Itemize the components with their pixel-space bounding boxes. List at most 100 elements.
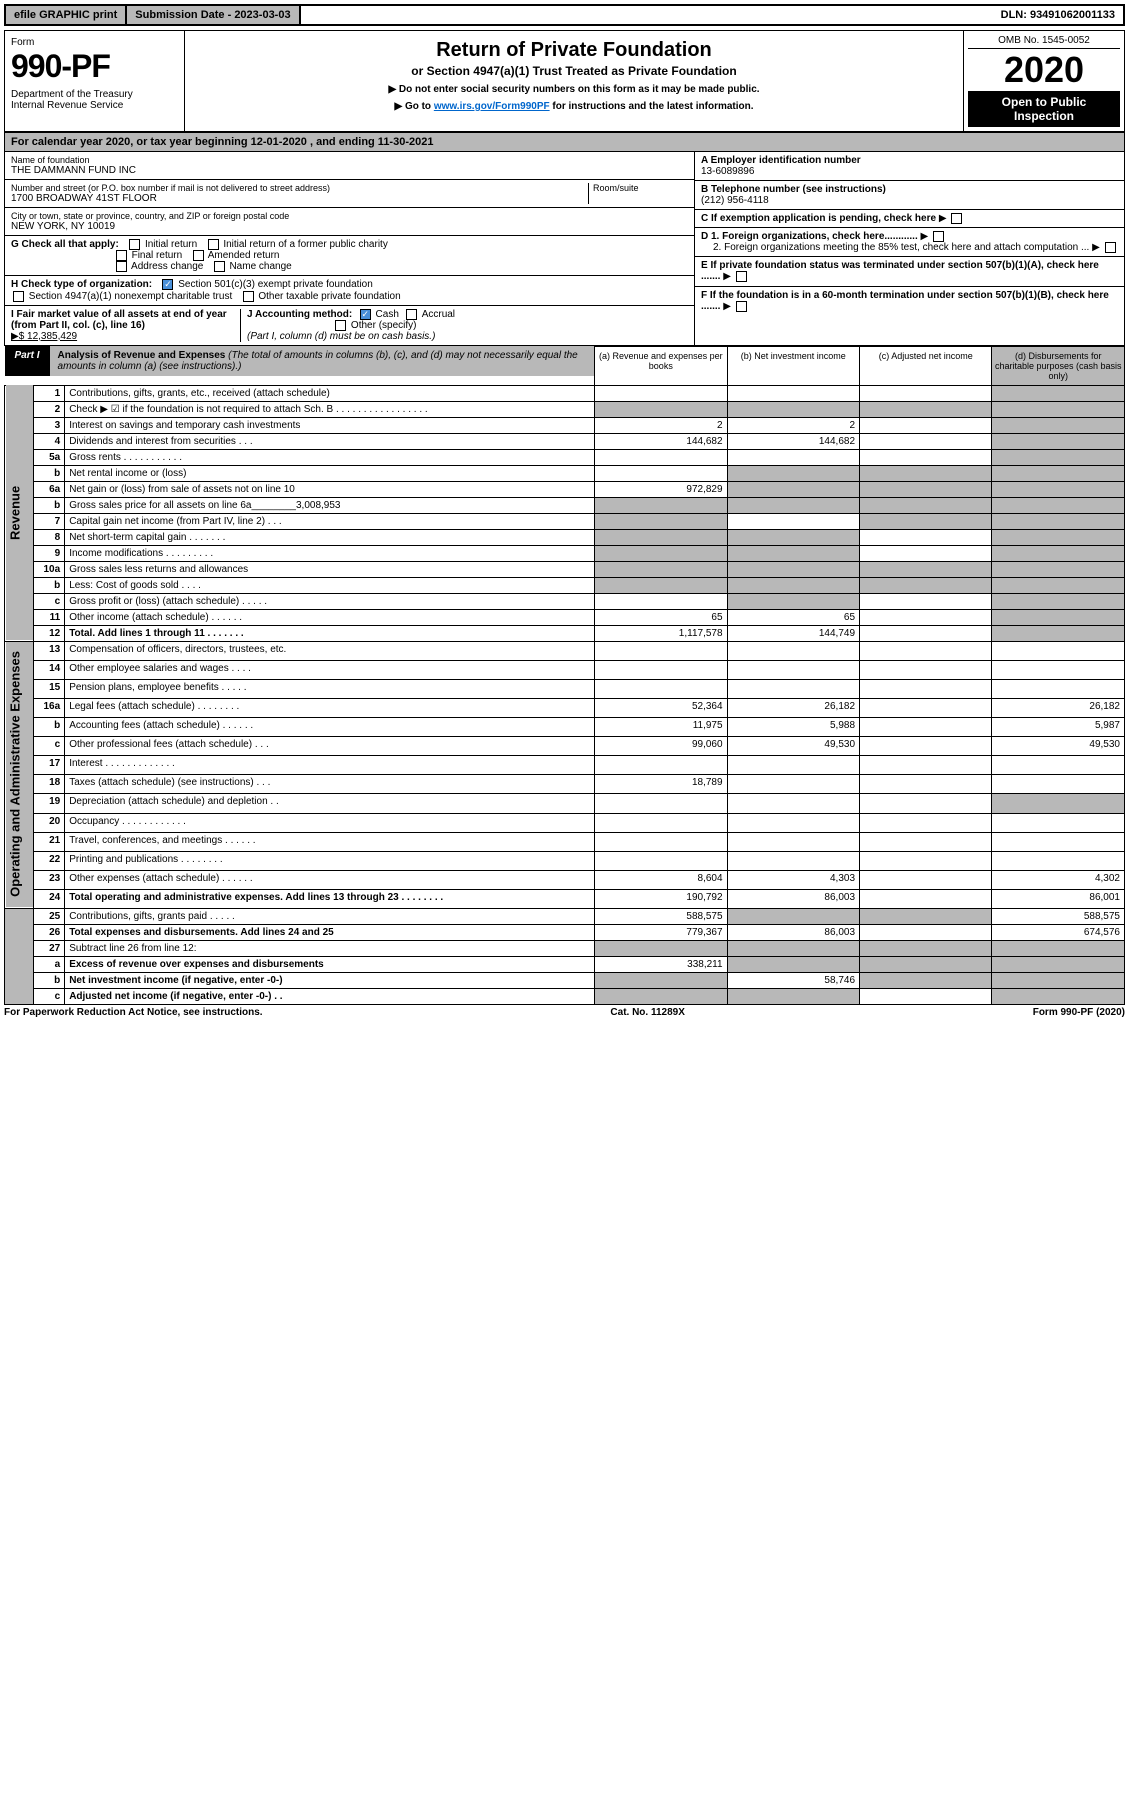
line-num: 12 bbox=[33, 625, 64, 641]
line-num: 27 bbox=[33, 940, 64, 956]
line-desc: Check ▶ ☑ if the foundation is not requi… bbox=[65, 401, 595, 417]
g-check-row: G Check all that apply: Initial return I… bbox=[5, 236, 694, 276]
line-desc: Occupancy . . . . . . . . . . . . bbox=[65, 813, 595, 832]
amt-cell bbox=[992, 641, 1125, 660]
amt-cell bbox=[860, 737, 992, 756]
amt-cell bbox=[860, 625, 992, 641]
amt-cell bbox=[727, 775, 859, 794]
amt-cell: 5,988 bbox=[727, 718, 859, 737]
expenses-header: Operating and Administrative Expenses bbox=[5, 641, 34, 908]
amt-cell bbox=[595, 988, 727, 1004]
net-spacer bbox=[5, 908, 34, 1004]
c-cell: C If exemption application is pending, c… bbox=[695, 210, 1124, 228]
table-row: b Accounting fees (attach schedule) . . … bbox=[5, 718, 1125, 737]
amt-cell bbox=[727, 832, 859, 851]
chk-c[interactable] bbox=[951, 213, 962, 224]
line-desc: Net investment income (if negative, ente… bbox=[65, 972, 595, 988]
chk-d2[interactable] bbox=[1105, 242, 1116, 253]
note2: ▶ Go to www.irs.gov/Form990PF for instru… bbox=[193, 101, 955, 112]
chk-name-change[interactable] bbox=[214, 261, 225, 272]
amt-cell: 5,987 bbox=[992, 718, 1125, 737]
irs-link[interactable]: www.irs.gov/Form990PF bbox=[434, 101, 550, 112]
amt-cell: 4,303 bbox=[727, 870, 859, 889]
amt-cell: 779,367 bbox=[595, 924, 727, 940]
table-row: 22 Printing and publications . . . . . .… bbox=[5, 851, 1125, 870]
line-num: 16a bbox=[33, 699, 64, 718]
col-b-hdr: (b) Net investment income bbox=[727, 346, 859, 385]
amt-cell: 588,575 bbox=[595, 908, 727, 924]
amt-cell: 4,302 bbox=[992, 870, 1125, 889]
amt-cell bbox=[992, 481, 1125, 497]
city-cell: City or town, state or province, country… bbox=[5, 208, 694, 236]
line-num: c bbox=[33, 988, 64, 1004]
e-cell: E If private foundation status was termi… bbox=[695, 257, 1124, 286]
amt-cell bbox=[595, 813, 727, 832]
amt-cell bbox=[860, 870, 992, 889]
chk-cash[interactable] bbox=[360, 309, 371, 320]
amt-cell bbox=[860, 529, 992, 545]
line-num: 11 bbox=[33, 609, 64, 625]
amt-cell bbox=[860, 756, 992, 775]
chk-amended[interactable] bbox=[193, 250, 204, 261]
open-public: Open to Public Inspection bbox=[968, 91, 1120, 127]
amt-cell bbox=[860, 832, 992, 851]
amt-cell bbox=[727, 908, 859, 924]
amt-cell bbox=[595, 385, 727, 401]
amt-cell: 65 bbox=[595, 609, 727, 625]
amt-cell bbox=[727, 641, 859, 660]
amt-cell bbox=[992, 794, 1125, 813]
table-row: 16a Legal fees (attach schedule) . . . .… bbox=[5, 699, 1125, 718]
line-num: 21 bbox=[33, 832, 64, 851]
amt-cell bbox=[727, 794, 859, 813]
line-num: 7 bbox=[33, 513, 64, 529]
chk-final[interactable] bbox=[116, 250, 127, 261]
line-num: 19 bbox=[33, 794, 64, 813]
chk-e[interactable] bbox=[736, 271, 747, 282]
chk-d1[interactable] bbox=[933, 231, 944, 242]
chk-other-method[interactable] bbox=[335, 320, 346, 331]
amt-cell bbox=[860, 497, 992, 513]
amt-cell bbox=[727, 449, 859, 465]
amt-cell bbox=[860, 449, 992, 465]
amt-cell: 86,001 bbox=[992, 889, 1125, 908]
chk-addr-change[interactable] bbox=[116, 261, 127, 272]
form-title: Return of Private Foundation bbox=[193, 39, 955, 62]
line-num: b bbox=[33, 972, 64, 988]
amt-cell: 674,576 bbox=[992, 924, 1125, 940]
line-desc: Adjusted net income (if negative, enter … bbox=[65, 988, 595, 1004]
line-num: 26 bbox=[33, 924, 64, 940]
phone-cell: B Telephone number (see instructions) (2… bbox=[695, 181, 1124, 210]
chk-initial-former[interactable] bbox=[208, 239, 219, 250]
amt-cell bbox=[860, 699, 992, 718]
chk-initial[interactable] bbox=[129, 239, 140, 250]
line-desc: Accounting fees (attach schedule) . . . … bbox=[65, 718, 595, 737]
amt-cell bbox=[992, 433, 1125, 449]
header-left: Form 990-PF Department of the TreasuryIn… bbox=[5, 31, 185, 131]
chk-accrual[interactable] bbox=[406, 309, 417, 320]
omb: OMB No. 1545-0052 bbox=[968, 35, 1120, 49]
amt-cell bbox=[992, 609, 1125, 625]
amt-cell bbox=[595, 529, 727, 545]
part1-table: Part I Analysis of Revenue and Expenses … bbox=[4, 346, 1125, 1005]
line-num: b bbox=[33, 465, 64, 481]
chk-other-taxable[interactable] bbox=[243, 291, 254, 302]
table-row: c Adjusted net income (if negative, ente… bbox=[5, 988, 1125, 1004]
amt-cell bbox=[727, 513, 859, 529]
amt-cell bbox=[595, 940, 727, 956]
note1: ▶ Do not enter social security numbers o… bbox=[193, 84, 955, 95]
amt-cell: 11,975 bbox=[595, 718, 727, 737]
chk-f[interactable] bbox=[736, 301, 747, 312]
table-row: 6a Net gain or (loss) from sale of asset… bbox=[5, 481, 1125, 497]
amt-cell: 49,530 bbox=[992, 737, 1125, 756]
amt-cell bbox=[595, 756, 727, 775]
chk-501c3[interactable] bbox=[162, 279, 173, 290]
amt-cell bbox=[992, 401, 1125, 417]
amt-cell bbox=[860, 513, 992, 529]
line-desc: Net rental income or (loss) bbox=[65, 465, 595, 481]
amt-cell: 144,749 bbox=[727, 625, 859, 641]
table-row: 21 Travel, conferences, and meetings . .… bbox=[5, 832, 1125, 851]
col-d-hdr: (d) Disbursements for charitable purpose… bbox=[992, 346, 1125, 385]
line-desc: Contributions, gifts, grants paid . . . … bbox=[65, 908, 595, 924]
amt-cell bbox=[595, 545, 727, 561]
chk-4947[interactable] bbox=[13, 291, 24, 302]
